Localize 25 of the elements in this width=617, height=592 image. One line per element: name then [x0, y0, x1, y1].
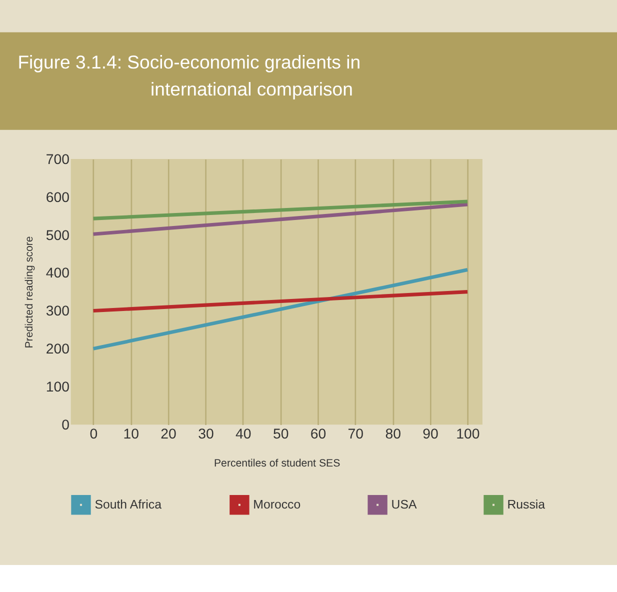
y-tick-label: 500: [46, 228, 70, 244]
x-tick-label: 70: [348, 426, 364, 442]
y-tick-label: 700: [46, 152, 70, 168]
legend-label: Russia: [507, 497, 546, 512]
y-tick-label: 300: [46, 304, 70, 320]
x-tick-label: 10: [123, 426, 140, 442]
legend-label: South Africa: [94, 497, 162, 512]
x-tick-label: 30: [198, 426, 214, 442]
x-tick-label: 20: [160, 426, 177, 442]
y-tick-label: 400: [46, 266, 70, 282]
x-tick-label: 100: [456, 426, 480, 442]
y-tick-label: 100: [46, 380, 70, 396]
y-tick-label: 600: [46, 190, 70, 206]
x-tick-label: 50: [272, 426, 289, 442]
chart-title: Figure 3.1.4: Socio-economic gradients in international comparison: [18, 52, 361, 100]
x-tick-label: 60: [310, 426, 326, 442]
x-tick-label: 40: [236, 426, 252, 442]
x-axis-title: Percentiles of student SES: [214, 458, 340, 470]
x-tick-label: 80: [385, 426, 402, 442]
y-tick-label: 200: [46, 342, 70, 358]
x-tick-label: 90: [422, 426, 438, 442]
legend-label: Morocco: [253, 497, 301, 512]
legend-label: USA: [391, 497, 418, 512]
y-axis-title: Predicted reading score: [24, 236, 36, 348]
x-tick-label: 0: [90, 426, 98, 442]
